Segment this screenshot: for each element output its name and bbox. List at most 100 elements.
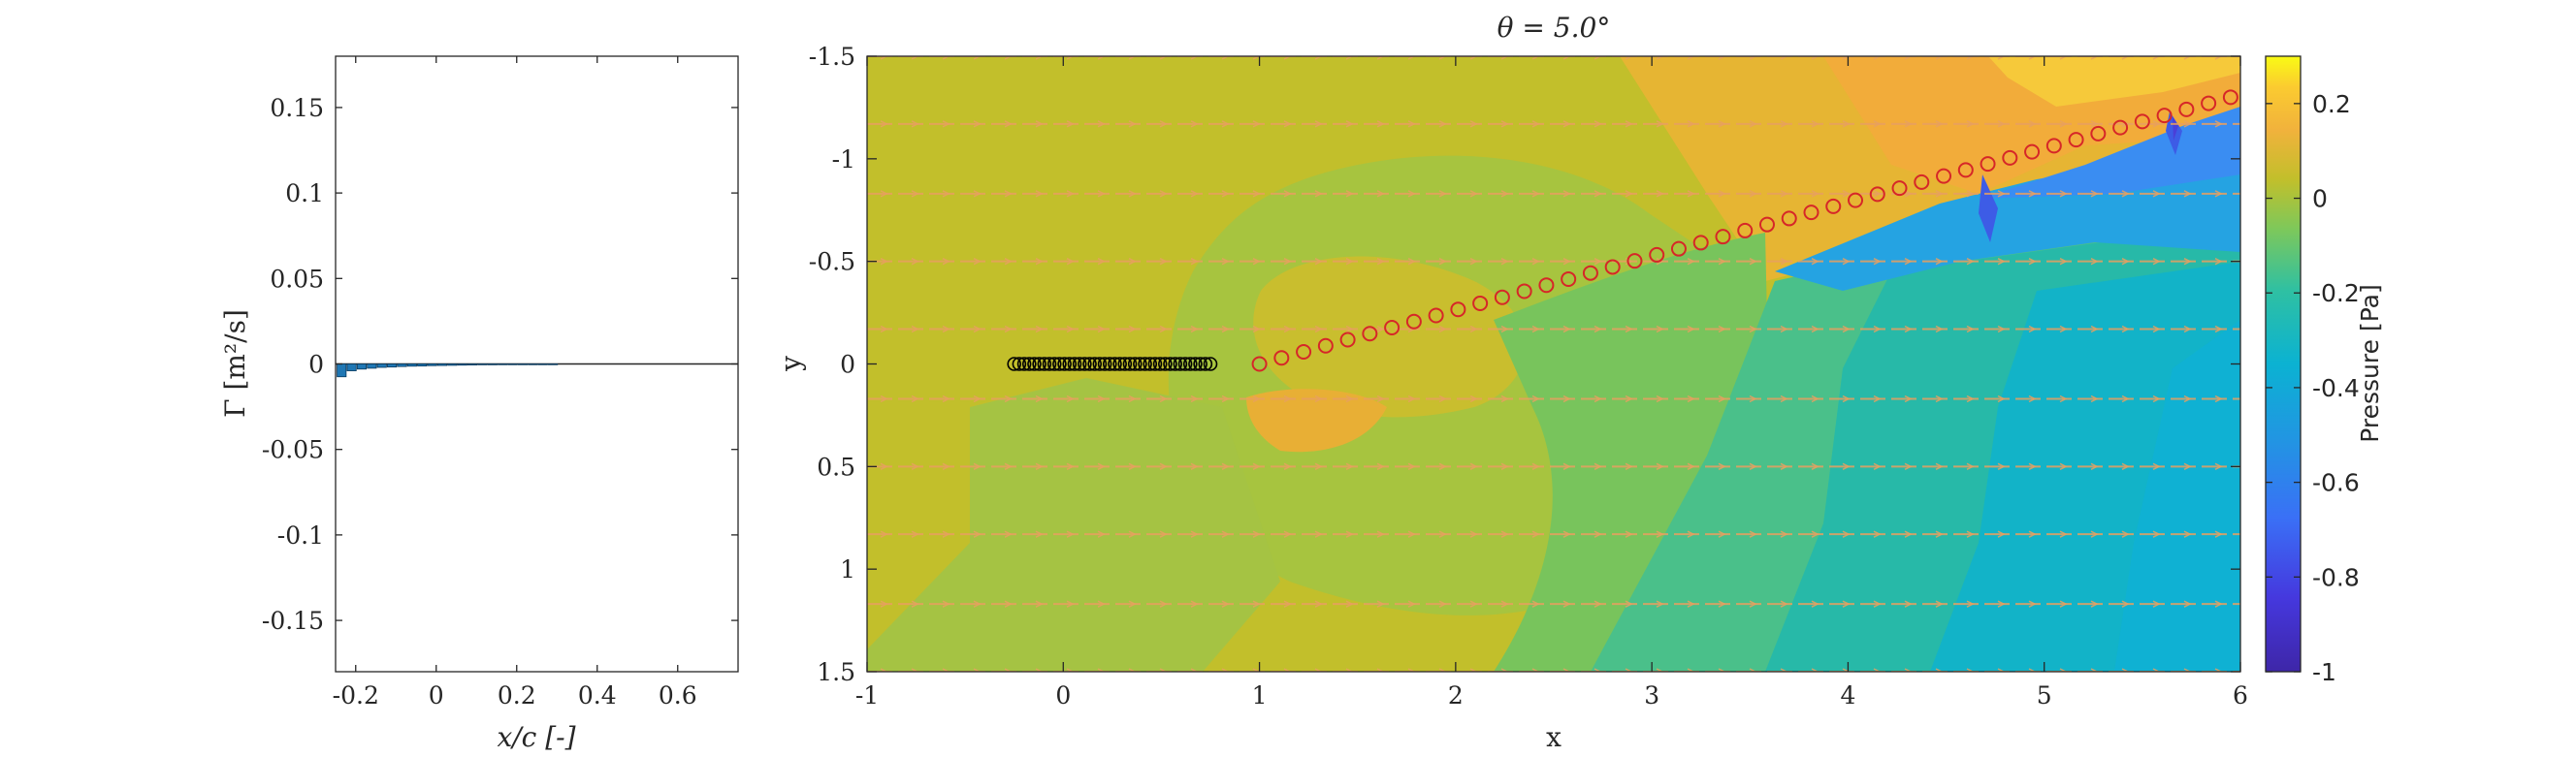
streamline-arrow (1469, 668, 1478, 672)
streamline-arrow (1438, 190, 1447, 198)
streamline-arrow (1656, 394, 1664, 403)
streamline-arrow (2121, 462, 2130, 471)
streamline-arrow (973, 668, 982, 672)
bar (337, 363, 347, 378)
streamline-arrow (2090, 120, 2099, 128)
streamline-arrow (1687, 56, 1695, 60)
bound-vortex-point (1102, 357, 1117, 371)
streamline-arrow (2028, 325, 2037, 333)
streamline-arrow (1997, 668, 2006, 672)
streamline-arrow (1221, 190, 1230, 198)
streamlines (867, 56, 2240, 672)
colorbar-tick-label: 0 (2312, 185, 2328, 213)
chart-title: θ = 5.0° (1497, 12, 1611, 44)
streamline-arrow (880, 668, 888, 672)
streamline-arrow (1842, 600, 1851, 608)
streamline-arrow (2214, 668, 2223, 672)
wake-vortex-point (1781, 210, 1797, 227)
streamline-arrow (1438, 530, 1447, 538)
y-ticks: 0.15 0.1 0.05 0 -0.05 -0.1 -0.15 (262, 94, 738, 635)
streamline-arrow (2090, 257, 2099, 266)
streamline-arrow (911, 190, 919, 198)
streamline-arrow (1625, 56, 1633, 60)
streamline-arrow (1376, 394, 1385, 403)
streamline-arrow (1718, 600, 1726, 608)
bound-vortex-point (1112, 357, 1127, 371)
wake-vortex-point (2156, 108, 2173, 124)
streamline-arrow (1097, 394, 1106, 403)
streamline-arrow (2090, 325, 2099, 333)
streamline-arrow (1842, 325, 1851, 333)
streamline-arrow (1873, 394, 1882, 403)
streamline-arrow (1283, 668, 1292, 672)
streamline-arrow (1594, 668, 1602, 672)
wake-vortex-point (2002, 149, 2018, 166)
streamline-arrow (1283, 394, 1292, 403)
streamline-arrow (911, 530, 919, 538)
bound-vortex-point (1062, 357, 1078, 371)
contour-region-orange-blob (1246, 389, 1387, 453)
streamline-arrow (1128, 56, 1137, 60)
streamline-arrow (2090, 668, 2099, 672)
streamline-arrow (1469, 600, 1478, 608)
streamline-arrow (2214, 56, 2223, 60)
streamline-arrow (1811, 530, 1819, 538)
streamline-arrow (1656, 462, 1664, 471)
streamline-arrow (1935, 530, 1944, 538)
streamline-arrow (1811, 394, 1819, 403)
streamline-arrow (1066, 600, 1075, 608)
wake-vortex-point (1251, 356, 1268, 372)
streamline-arrow (942, 325, 950, 333)
wake-vortex-point (1670, 240, 1687, 257)
streamline-arrow (1407, 668, 1416, 672)
streamline-arrow (911, 257, 919, 266)
contour-region-deep-blue-3 (2173, 116, 2178, 141)
streamline-arrow (1159, 600, 1168, 608)
streamline-arrow (1873, 325, 1882, 333)
streamline-arrow (1066, 394, 1075, 403)
streamline-arrow (1904, 56, 1913, 60)
streamline-arrow (1438, 120, 1447, 128)
streamline-arrow (1283, 600, 1292, 608)
bar (528, 363, 538, 365)
wake-vortex-point (1538, 277, 1555, 294)
streamline-arrow (1656, 668, 1664, 672)
streamline-arrow (2214, 257, 2223, 266)
streamline-arrow (1780, 530, 1788, 538)
streamline-arrow (1500, 325, 1509, 333)
streamline-arrow (1656, 600, 1664, 608)
streamline-arrow (973, 190, 982, 198)
streamline-arrow (1376, 257, 1385, 266)
streamline-arrow (1780, 257, 1788, 266)
streamline-arrow (1904, 462, 1913, 471)
wake-vortex-point (1803, 205, 1819, 221)
streamline-arrow (2028, 530, 2037, 538)
streamline-arrow (1966, 56, 1975, 60)
streamline-arrow (973, 120, 982, 128)
y-tick-label: -0.5 (809, 248, 855, 276)
streamline-arrow (1687, 600, 1695, 608)
streamline-arrow (1873, 668, 1882, 672)
streamline-arrow (1159, 190, 1168, 198)
streamline-arrow (2090, 190, 2099, 198)
streamline-arrow (1966, 325, 1975, 333)
streamline-arrow (1997, 56, 2006, 60)
wake-vortex-point (1848, 192, 1864, 208)
streamline-arrow (1221, 668, 1230, 672)
streamline-arrow (1687, 190, 1695, 198)
streamline-arrow (1035, 120, 1044, 128)
wake-vortex-point (1450, 301, 1466, 318)
wake-vortex-point (2112, 119, 2129, 136)
bound-vortex-point (1198, 357, 1213, 371)
streamline-arrow (1035, 325, 1044, 333)
streamline-arrow (1190, 462, 1199, 471)
pressure-contour-plot: -1 0 1 2 3 4 5 6 -1.5-1-0.500.511.5 θ = 5.0° x … (775, 12, 2248, 753)
wake-vortex-point (2024, 143, 2041, 160)
streamline-arrow (1252, 325, 1261, 333)
streamline-arrow (2183, 190, 2192, 198)
wake-vortex-point (1825, 198, 1842, 214)
y-tick-label: 1.5 (817, 658, 855, 686)
streamline-arrow (1500, 462, 1509, 471)
streamline-arrow (2059, 462, 2068, 471)
